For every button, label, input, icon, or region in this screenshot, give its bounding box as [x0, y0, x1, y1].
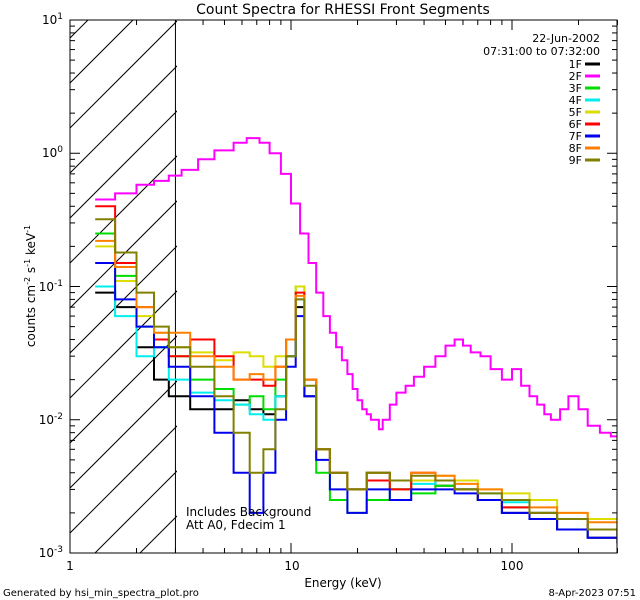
series-group: [95, 137, 617, 544]
legend-label-7F: 7F: [569, 130, 582, 143]
y-tick-label: 10-1: [39, 279, 63, 294]
legend-label-6F: 6F: [569, 118, 582, 131]
y-tick-label: 10-2: [39, 412, 63, 427]
y-tick-label: 101: [42, 12, 63, 27]
x-tick-label: 1: [66, 559, 74, 573]
axis-ticks: [69, 19, 618, 554]
series-line-1F: [95, 291, 617, 544]
hatch-line: [139, 515, 177, 553]
x-tick-label: 100: [501, 559, 524, 573]
legend-label-9F: 9F: [569, 154, 582, 167]
x-tick-label: 10: [284, 559, 299, 573]
time-range-label: 07:31:00 to 07:32:00: [483, 45, 600, 58]
legend-label-5F: 5F: [569, 106, 582, 119]
date-label: 22-Jun-2002: [532, 32, 600, 45]
footer-date: 8-Apr-2023 07:51: [549, 588, 636, 599]
legend-label-1F: 1F: [569, 58, 582, 71]
hatch-line: [70, 245, 177, 354]
y-axis-label: counts cm-2 s-1 keV-1: [23, 225, 38, 347]
legend-label-2F: 2F: [569, 70, 582, 83]
hatch-line: [70, 425, 177, 534]
hatch-line: [70, 155, 177, 264]
series-line-2F: [95, 137, 617, 438]
x-axis-label: Energy (keV): [304, 576, 381, 590]
hatch-line: [70, 20, 177, 129]
hatch-line: [70, 20, 89, 39]
hatch-line: [70, 335, 177, 444]
hatch-line: [70, 380, 177, 489]
series-line-9F: [95, 218, 617, 539]
legend-label-3F: 3F: [569, 82, 582, 95]
chart-title: Count Spectra for RHESSI Front Segments: [196, 2, 490, 18]
footer-generated-by: Generated by hsi_min_spectra_plot.pro: [3, 588, 199, 599]
hatch-line: [70, 290, 177, 399]
annotation-attenuator: Att A0, Fdecim 1: [186, 518, 286, 532]
legend-label-4F: 4F: [569, 94, 582, 107]
series-line-7F: [95, 262, 617, 544]
hatch-line: [70, 65, 177, 174]
hatch-line: [94, 470, 177, 553]
annotation-background: Includes Background: [186, 505, 311, 519]
y-tick-labels: 101 100 10-1 10-2 10-3: [39, 12, 64, 560]
hatch-line: [70, 200, 177, 309]
hatch-line: [70, 110, 177, 219]
legend-label-8F: 8F: [569, 142, 582, 155]
y-tick-label: 100: [42, 145, 63, 160]
y-tick-label: 10-3: [39, 545, 63, 560]
x-tick-labels: 1 10 100: [66, 559, 523, 573]
hatched-region: [70, 20, 177, 553]
